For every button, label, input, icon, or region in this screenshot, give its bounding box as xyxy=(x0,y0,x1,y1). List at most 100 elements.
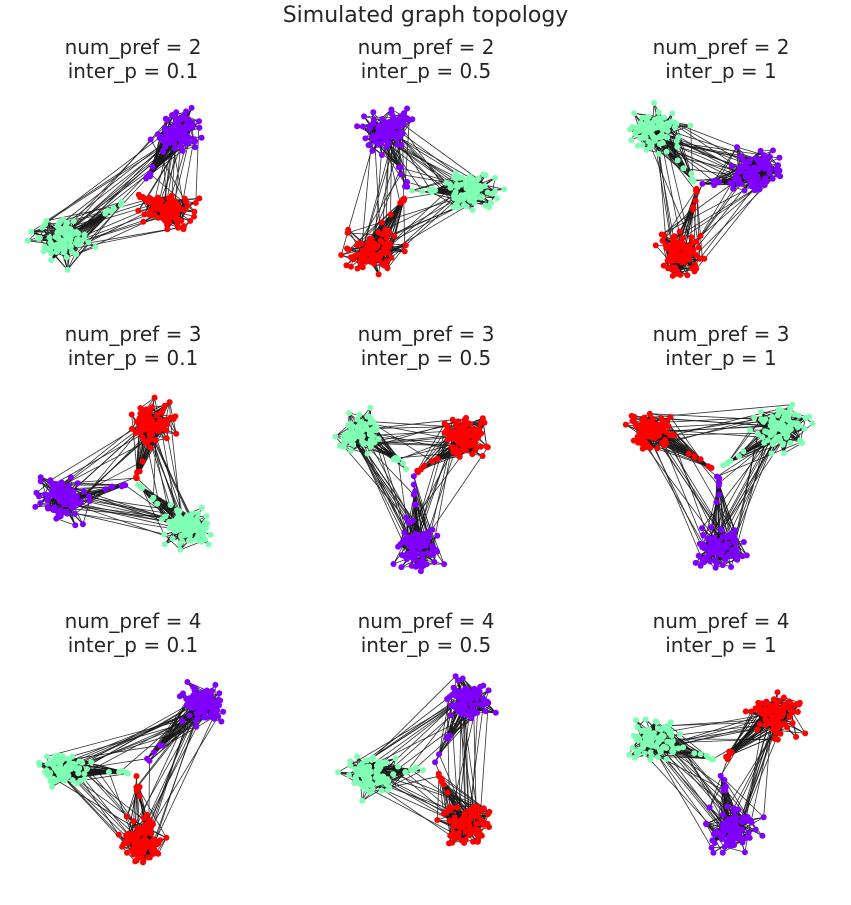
graph-edge xyxy=(358,174,402,244)
graph-node xyxy=(59,489,66,495)
graph-node xyxy=(753,155,759,162)
graph-node xyxy=(47,477,54,484)
graph-node xyxy=(135,481,142,488)
graph-edge xyxy=(163,534,181,550)
graph-node xyxy=(652,242,659,249)
graph-node xyxy=(370,109,377,116)
graph-node xyxy=(195,510,202,517)
graph-node xyxy=(383,258,390,265)
graph-node xyxy=(690,178,697,185)
graph-node xyxy=(177,205,184,212)
graph-node xyxy=(166,140,173,146)
graph-node xyxy=(674,143,681,150)
graph-node xyxy=(695,244,702,251)
graph-node xyxy=(632,130,639,137)
graph-node xyxy=(186,125,193,132)
graph-node xyxy=(385,125,392,132)
graph-node xyxy=(70,496,77,503)
figure-title: Simulated graph topology xyxy=(282,3,569,28)
graph-node xyxy=(655,118,662,125)
graph-node xyxy=(775,162,782,169)
graph-edge xyxy=(654,138,741,167)
graph-node xyxy=(648,123,654,130)
graph-node xyxy=(368,238,375,245)
graph-node xyxy=(148,416,155,423)
graph-node xyxy=(184,202,191,209)
graph-node xyxy=(74,238,81,245)
graph-node xyxy=(697,232,704,239)
graph-node xyxy=(736,165,743,172)
graph-node xyxy=(402,183,408,190)
graph-node xyxy=(426,186,433,193)
graph-node xyxy=(680,165,687,172)
graph-node xyxy=(63,254,70,261)
graph-node xyxy=(184,512,191,519)
graph-node xyxy=(56,497,63,504)
graph-node xyxy=(463,177,470,184)
graph-node xyxy=(203,513,210,520)
graph-node xyxy=(767,153,773,160)
graph-node xyxy=(177,142,183,149)
graph-edge xyxy=(55,477,137,485)
graph-node xyxy=(375,141,382,148)
graph-node xyxy=(196,124,203,131)
graph-node xyxy=(659,126,666,133)
graph-edge xyxy=(387,245,407,269)
graph-node xyxy=(664,257,671,264)
graph-node xyxy=(205,541,212,548)
graph-edge xyxy=(380,126,459,208)
graph-node xyxy=(50,507,57,514)
graph-node xyxy=(142,426,149,432)
graph-edge xyxy=(27,227,43,242)
graph-node xyxy=(362,256,369,262)
graph-node xyxy=(465,194,472,201)
graph-node xyxy=(200,533,207,540)
graph-node xyxy=(129,425,135,432)
graph-node xyxy=(151,437,158,444)
graph-node xyxy=(692,187,699,194)
num-pref-label: num_pref = 2 xyxy=(357,35,495,59)
graph-node xyxy=(742,173,749,180)
graph-node xyxy=(198,504,205,511)
graph-node xyxy=(32,503,39,510)
graph-node xyxy=(654,123,661,130)
graph-nodes xyxy=(32,394,214,553)
graph-node xyxy=(53,484,60,491)
network-graph xyxy=(32,394,214,553)
graph-node xyxy=(191,213,197,220)
panel-title: num_pref = 2 inter_p = 0.5 xyxy=(311,35,541,83)
graph-edge xyxy=(30,198,151,233)
graph-node xyxy=(172,413,179,420)
graph-node xyxy=(492,174,498,181)
graph-edge xyxy=(173,142,190,206)
graph-node xyxy=(463,203,470,210)
graph-edge xyxy=(663,128,762,161)
graph-node xyxy=(669,110,676,117)
graph-node xyxy=(377,237,384,244)
graph-node xyxy=(655,150,662,157)
graph-node xyxy=(164,117,171,124)
network-graph xyxy=(332,404,491,575)
graph-node xyxy=(180,137,187,144)
graph-node xyxy=(397,171,404,178)
graph-node xyxy=(399,122,406,129)
graph-node xyxy=(679,259,685,266)
graph-node xyxy=(378,249,385,256)
graph-node xyxy=(147,444,154,451)
graph-node xyxy=(472,194,479,201)
graph-node xyxy=(74,480,81,487)
graph-node xyxy=(388,106,395,113)
panel-title: num_pref = 2 inter_p = 0.1 xyxy=(18,35,248,83)
graph-edge xyxy=(27,240,52,245)
graph-node xyxy=(67,243,74,249)
graph-node xyxy=(156,420,163,427)
graph-edge xyxy=(662,190,697,242)
graph-node xyxy=(173,208,179,215)
graph-node xyxy=(628,137,635,144)
graph-node xyxy=(171,145,178,152)
graph-node xyxy=(168,192,175,199)
graph-node xyxy=(454,173,460,180)
graph-node xyxy=(162,417,169,423)
graph-node xyxy=(161,531,168,538)
graph-node xyxy=(647,144,653,150)
